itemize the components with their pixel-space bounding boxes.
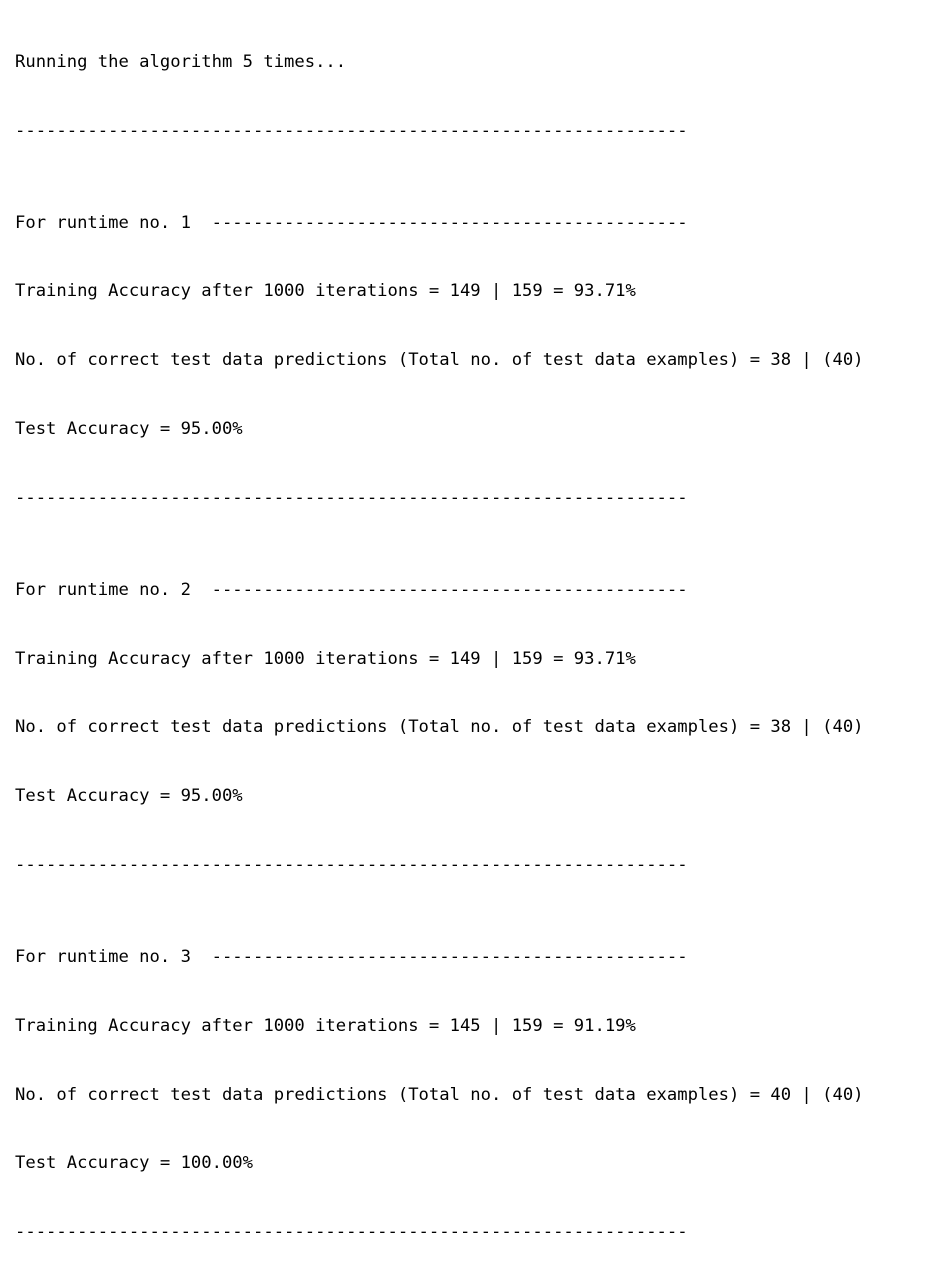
run-2-training-accuracy: Training Accuracy after 1000 iterations … [15, 648, 636, 669]
run-1-title: For runtime no. 1 ----------------------… [15, 212, 688, 233]
run-2-test-predictions: No. of correct test data predictions (To… [15, 717, 864, 738]
run-1-test-predictions: No. of correct test data predictions (To… [15, 350, 864, 371]
console-output: Running the algorithm 5 times... -------… [15, 5, 940, 1262]
output-divider: ----------------------------------------… [15, 855, 688, 876]
run-2-test-accuracy: Test Accuracy = 95.00% [15, 786, 243, 807]
run-1-training-accuracy: Training Accuracy after 1000 iterations … [15, 281, 636, 302]
output-divider: ----------------------------------------… [15, 487, 688, 508]
output-divider: ----------------------------------------… [15, 120, 688, 141]
output-divider: ----------------------------------------… [15, 1222, 688, 1243]
run-1-test-accuracy: Test Accuracy = 95.00% [15, 419, 243, 440]
run-2-title: For runtime no. 2 ----------------------… [15, 579, 688, 600]
run-3-title: For runtime no. 3 ----------------------… [15, 946, 688, 967]
run-3-test-accuracy: Test Accuracy = 100.00% [15, 1153, 253, 1174]
run-3-training-accuracy: Training Accuracy after 1000 iterations … [15, 1015, 636, 1036]
run-3-test-predictions: No. of correct test data predictions (To… [15, 1084, 864, 1105]
output-header: Running the algorithm 5 times... [15, 51, 347, 72]
